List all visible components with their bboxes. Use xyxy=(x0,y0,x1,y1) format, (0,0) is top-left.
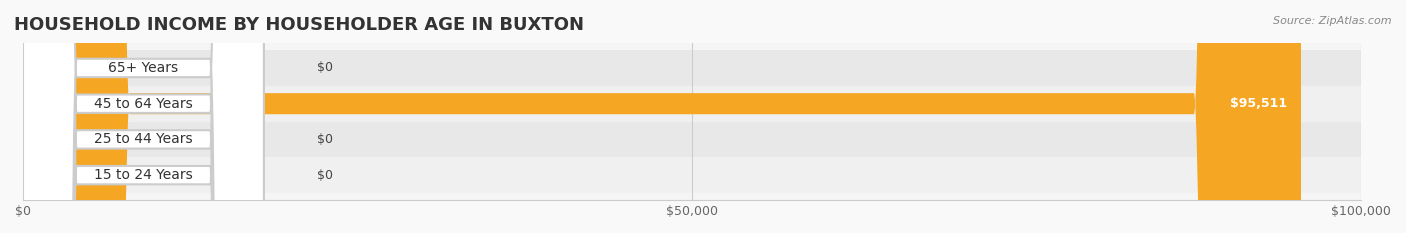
Bar xyxy=(22,122,1361,157)
Text: Source: ZipAtlas.com: Source: ZipAtlas.com xyxy=(1274,16,1392,26)
FancyBboxPatch shape xyxy=(22,0,264,233)
FancyBboxPatch shape xyxy=(22,0,63,233)
Text: HOUSEHOLD INCOME BY HOUSEHOLDER AGE IN BUXTON: HOUSEHOLD INCOME BY HOUSEHOLDER AGE IN B… xyxy=(14,16,583,34)
Text: 65+ Years: 65+ Years xyxy=(108,61,179,75)
Text: $95,511: $95,511 xyxy=(1230,97,1288,110)
Text: $0: $0 xyxy=(318,133,333,146)
FancyBboxPatch shape xyxy=(22,0,264,233)
Text: 45 to 64 Years: 45 to 64 Years xyxy=(94,97,193,111)
FancyBboxPatch shape xyxy=(22,0,264,233)
Bar xyxy=(22,86,1361,122)
Bar xyxy=(22,157,1361,193)
FancyBboxPatch shape xyxy=(22,0,63,233)
FancyBboxPatch shape xyxy=(22,0,63,233)
FancyBboxPatch shape xyxy=(22,0,264,233)
FancyBboxPatch shape xyxy=(22,0,1301,233)
Bar xyxy=(22,50,1361,86)
Text: 25 to 44 Years: 25 to 44 Years xyxy=(94,132,193,146)
Text: $0: $0 xyxy=(318,169,333,182)
Text: $0: $0 xyxy=(318,62,333,75)
Text: 15 to 24 Years: 15 to 24 Years xyxy=(94,168,193,182)
